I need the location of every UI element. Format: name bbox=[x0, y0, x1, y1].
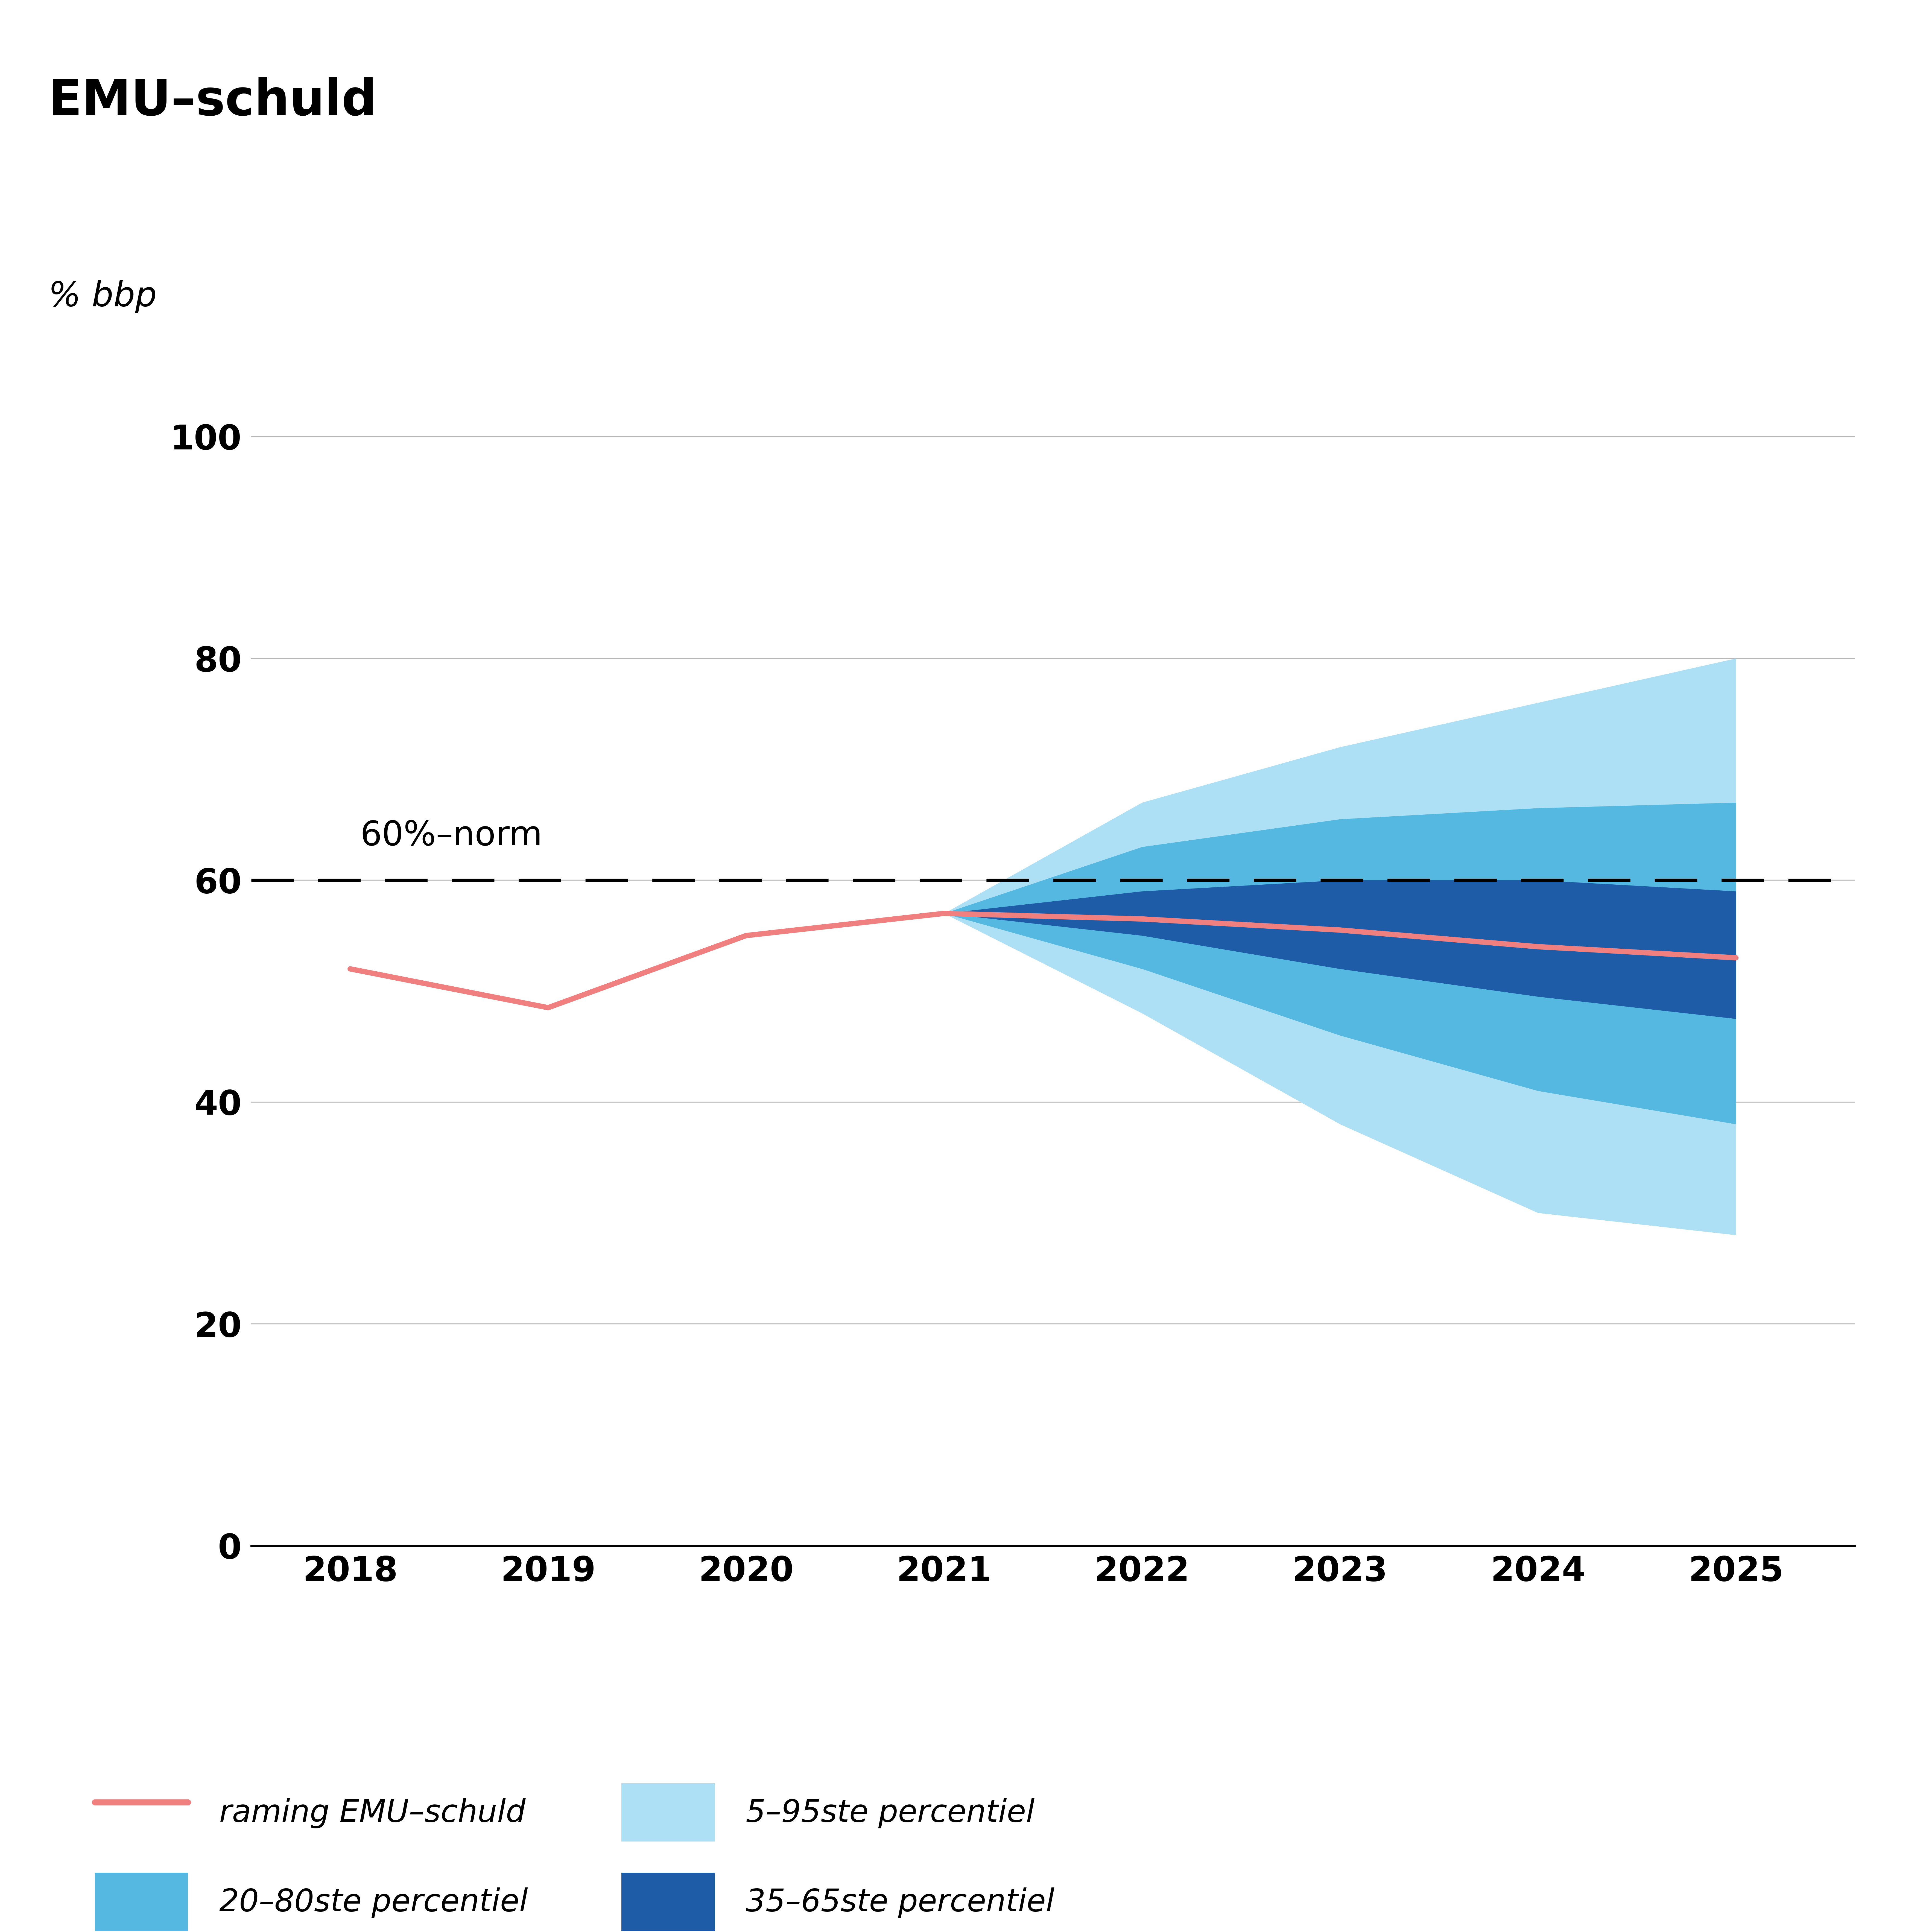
Legend: raming EMU–schuld, 20–80ste percentiel, 5–95ste percentiel, 35–65ste percentiel: raming EMU–schuld, 20–80ste percentiel, … bbox=[83, 1772, 1066, 1932]
Text: 60%–norm: 60%–norm bbox=[359, 819, 543, 852]
Text: % bbp: % bbp bbox=[48, 280, 156, 313]
Text: EMU–schuld: EMU–schuld bbox=[48, 77, 377, 126]
